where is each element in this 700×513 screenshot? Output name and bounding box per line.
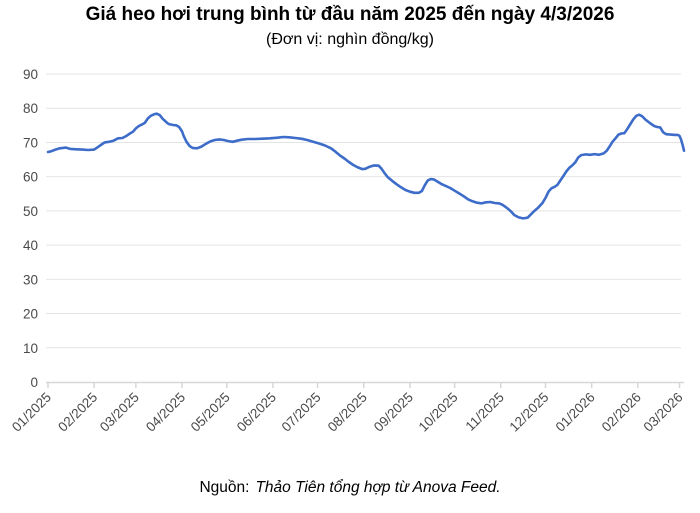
price-line-chart: 0 10 20 30 40 50 60 70 80 90 01/2025 02/202503/2025… (9, 67, 686, 435)
x-axis-label: 02/2026 (599, 390, 644, 435)
chart-title: Giá heo hơi trung bình từ đầu năm 2025 đ… (85, 4, 615, 25)
y-axis-label: 50 (23, 204, 38, 219)
x-axis-label: 07/2025 (279, 390, 324, 435)
y-axis-label: 80 (23, 101, 38, 116)
x-axis-label: 04/2025 (143, 390, 188, 435)
y-axis-label: 40 (23, 238, 38, 253)
y-axis-label: 60 (23, 170, 38, 185)
x-axis-label: 11/2025 (463, 390, 507, 434)
x-axis-label: 06/2025 (234, 390, 279, 435)
y-axis-label: 20 (23, 307, 38, 322)
x-axis-label: 03/2026 (641, 390, 686, 435)
y-axis-label: 70 (23, 135, 38, 150)
x-axis-label: 10/2025 (416, 390, 461, 435)
x-axis-label: 12/2025 (506, 390, 551, 435)
price-line (46, 112, 686, 220)
y-axis-label: 10 (23, 341, 38, 356)
x-axis-label: 08/2025 (325, 390, 370, 435)
x-axis-label: 05/2025 (188, 390, 233, 435)
x-axis-label: 03/2025 (97, 390, 142, 435)
source-text: Thảo Tiên tổng hợp từ Anova Feed. (255, 479, 501, 496)
chart-subtitle: (Đơn vị: nghìn đồng/kg) (266, 31, 434, 48)
y-axis-label: 30 (23, 272, 38, 287)
source-note: Nguồn: Thảo Tiên tổng hợp từ Anova Feed. (0, 479, 700, 497)
x-axis-label: 09/2025 (371, 390, 416, 435)
x-axis-label: 02/2025 (55, 390, 100, 435)
y-axis-label: 90 (23, 67, 38, 82)
x-axis-label: 01/2026 (553, 390, 598, 435)
y-axis-label: 0 (30, 375, 38, 390)
source-prefix: Nguồn: (199, 479, 250, 496)
x-axis-label: 01/2025 (9, 390, 54, 435)
